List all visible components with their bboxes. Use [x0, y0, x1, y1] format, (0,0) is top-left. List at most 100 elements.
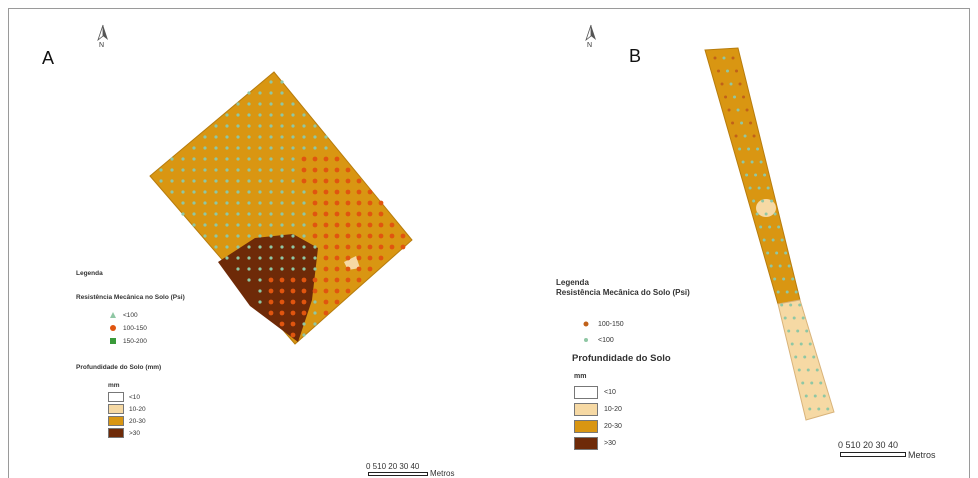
legend-item-label: <100	[598, 336, 614, 344]
sample-point	[400, 233, 406, 239]
sample-point	[170, 157, 174, 161]
sample-point	[258, 256, 262, 260]
sample-point	[203, 179, 207, 183]
sample-point	[741, 160, 745, 164]
legend-b-depth-title: Profundidade do Solo	[572, 353, 671, 364]
sample-point	[291, 201, 295, 205]
sample-point	[812, 355, 816, 359]
sample-point	[258, 146, 262, 150]
sample-point	[280, 157, 284, 161]
sample-point	[323, 266, 329, 272]
legend-a-resistance-item: <100	[109, 311, 138, 319]
legend-a-resistance-title: Resistência Mecânica no Solo (Psi)	[76, 294, 185, 301]
sample-point	[826, 407, 830, 411]
swatch	[108, 404, 124, 414]
sample-point	[323, 211, 329, 217]
sample-point	[280, 223, 284, 227]
sample-point	[269, 102, 273, 106]
sample-point	[345, 178, 351, 184]
sample-point	[345, 167, 351, 173]
sample-point	[749, 121, 753, 125]
sample-point	[356, 255, 362, 261]
sample-point	[203, 234, 207, 238]
sample-point	[312, 277, 318, 283]
sample-point	[302, 223, 306, 227]
sample-point	[301, 310, 307, 316]
sample-point	[766, 251, 770, 255]
sample-point	[755, 212, 759, 216]
sample-point	[345, 244, 351, 250]
sample-point	[736, 108, 740, 112]
sample-point	[181, 168, 185, 172]
field-b-points	[713, 56, 830, 411]
sample-point	[258, 300, 262, 304]
sample-point	[291, 146, 295, 150]
swatch	[574, 420, 598, 433]
sample-point	[214, 223, 218, 227]
sample-point	[794, 355, 798, 359]
sample-point	[759, 160, 763, 164]
sample-point	[290, 299, 296, 305]
sample-point	[279, 321, 285, 327]
sample-point	[225, 223, 229, 227]
sample-point	[268, 277, 274, 283]
sample-point	[225, 234, 229, 238]
sample-point	[280, 168, 284, 172]
sample-point	[291, 124, 295, 128]
swatch	[574, 403, 598, 416]
sample-point	[301, 277, 307, 283]
sample-point	[312, 288, 318, 294]
panel-a-label: A	[42, 48, 55, 68]
legend-b-resistance-title: Resistência Mecânica do Solo (Psi)	[556, 288, 690, 297]
sample-point	[345, 277, 351, 283]
sample-point	[258, 289, 262, 293]
sample-point	[203, 190, 207, 194]
sample-point	[764, 212, 768, 216]
sample-point	[280, 80, 284, 84]
sample-point	[290, 310, 296, 316]
sample-point	[759, 225, 763, 229]
sample-point	[731, 56, 735, 60]
sample-point	[808, 342, 812, 346]
sample-point	[323, 310, 329, 316]
sample-point	[804, 394, 808, 398]
sample-point	[269, 124, 273, 128]
sample-point	[280, 91, 284, 95]
sample-point	[192, 157, 196, 161]
sample-point	[313, 256, 317, 260]
sample-point	[768, 225, 772, 229]
sample-point	[356, 178, 362, 184]
scale-b-unit: Metros	[908, 450, 936, 460]
sample-point	[738, 147, 742, 151]
legend-a-depth-unit: mm	[108, 382, 120, 389]
sample-point	[312, 222, 318, 228]
sample-point	[280, 124, 284, 128]
sample-point	[247, 234, 251, 238]
sample-point	[236, 168, 240, 172]
sample-point	[247, 201, 251, 205]
sample-point	[258, 234, 262, 238]
scale-a-ticks: 0 510 20 30 40	[366, 462, 420, 471]
sample-point	[291, 113, 295, 117]
sample-point	[787, 264, 791, 268]
sample-point	[291, 267, 295, 271]
sample-point	[258, 212, 262, 216]
square-icon	[110, 338, 116, 344]
sample-point	[269, 157, 273, 161]
sample-point	[269, 190, 273, 194]
sample-point	[302, 234, 306, 238]
sample-point	[279, 299, 285, 305]
sample-point	[334, 277, 340, 283]
sample-point	[301, 178, 307, 184]
sample-point	[312, 211, 318, 217]
sample-point	[225, 190, 229, 194]
legend-a-depth-item: 10-20	[108, 404, 146, 414]
legend-item-label: <100	[123, 311, 138, 319]
circle-icon	[584, 338, 588, 342]
sample-point	[192, 223, 196, 227]
sample-point	[181, 190, 185, 194]
sample-point	[269, 168, 273, 172]
legend-item-label: >30	[129, 429, 141, 437]
sample-point	[323, 233, 329, 239]
sample-point	[214, 135, 218, 139]
